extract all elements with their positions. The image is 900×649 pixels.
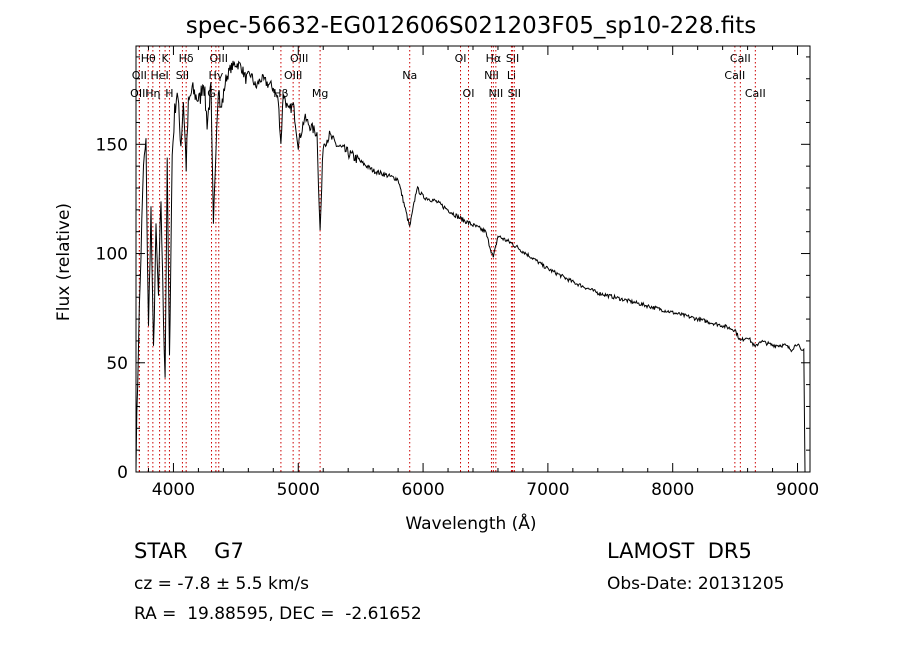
line-marker-label-2: OIII — [130, 87, 148, 100]
line-marker-label-0: Hθ — [141, 52, 156, 65]
line-marker-label-5: Hη — [145, 87, 160, 100]
x-tick-label-1: 5000 — [277, 480, 320, 500]
line-marker-label-4: HeI — [150, 69, 168, 82]
y-axis-label: Flux (relative) — [54, 203, 74, 321]
obs-date-label: Obs-Date: 20131205 — [607, 574, 785, 594]
line-marker-label-15: Mg — [312, 87, 328, 100]
y-tick-label-2: 100 — [96, 245, 128, 265]
y-tick-label-3: 150 — [96, 135, 128, 155]
line-marker-label-21: NII — [484, 69, 499, 82]
line-marker-label-7: SII — [176, 69, 189, 82]
line-marker-label-9: OIII — [210, 52, 228, 65]
line-marker-label-19: Hα — [486, 52, 502, 65]
plot-frame — [135, 45, 811, 473]
y-tick-label-0: 0 — [117, 463, 128, 483]
spectrum-line — [135, 60, 806, 473]
line-marker-label-16: Na — [402, 69, 417, 82]
x-tick-label-3: 7000 — [526, 480, 569, 500]
y-tick-label-1: 50 — [106, 354, 128, 374]
line-marker-label-10: Hγ — [208, 69, 223, 82]
object-class-label: STAR G7 — [134, 539, 244, 563]
line-marker-label-6: Hδ — [179, 52, 194, 65]
line-marker-label-20: SII — [506, 52, 519, 65]
line-marker-label-8: H — [165, 87, 173, 100]
x-tick-label-2: 6000 — [401, 480, 444, 500]
line-marker-label-12: OIII — [290, 52, 308, 65]
chart-title: spec-56632-EG012606S021203F05_sp10-228.f… — [186, 13, 757, 39]
y-axis: 0 50 100 150 — [96, 56, 810, 483]
redshift-label: cz = -7.8 ± 5.5 km/s — [134, 574, 309, 594]
x-axis: 4000 5000 6000 7000 8000 9000 — [147, 46, 819, 500]
x-tick-label-5: 9000 — [776, 480, 819, 500]
line-marker-label-17: OI — [455, 52, 467, 65]
spectrum-layer — [135, 60, 806, 473]
line-marker-label-25: CaII — [730, 52, 751, 65]
survey-label: LAMOST DR5 — [607, 539, 752, 563]
x-tick-label-0: 4000 — [152, 480, 195, 500]
line-marker-label-22: Li — [507, 69, 516, 82]
coordinates-label: RA = 19.88595, DEC = -2.61652 — [134, 604, 422, 624]
line-marker-label-18: OI — [463, 87, 475, 100]
line-marker-label-23: NII — [488, 87, 503, 100]
x-tick-label-4: 8000 — [651, 480, 694, 500]
line-marker-label-26: CaII — [724, 69, 745, 82]
x-axis-label: Wavelength (Å) — [405, 512, 536, 534]
line-marker-label-24: SII — [508, 87, 521, 100]
line-marker-label-3: K — [161, 52, 169, 65]
line-marker-label-13: OIII — [284, 69, 302, 82]
line-marker-label-27: CaII — [745, 87, 766, 100]
